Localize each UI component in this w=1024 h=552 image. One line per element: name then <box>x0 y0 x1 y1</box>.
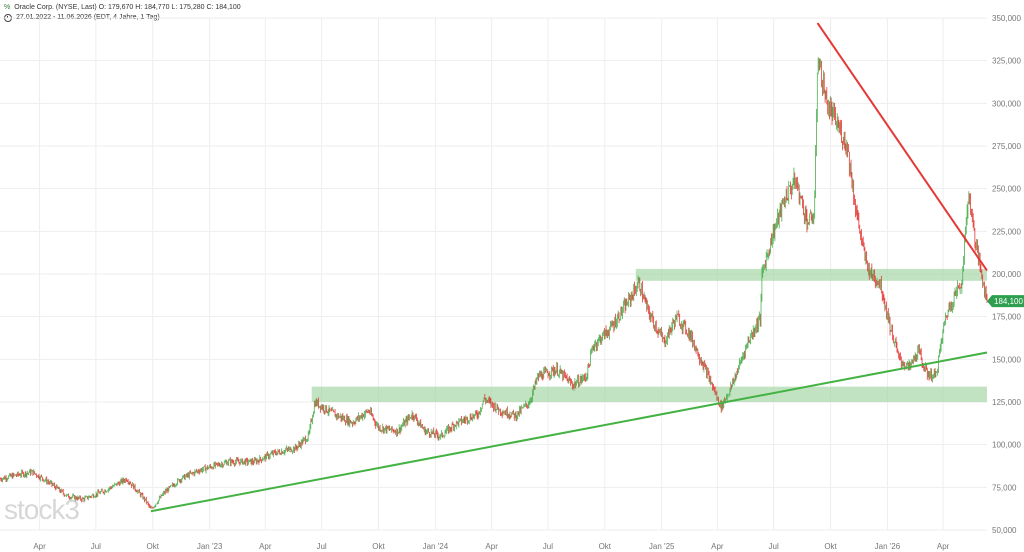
y-axis: 50,000 75,000 100,000 125,000 150,000 175,000… <box>992 14 1021 535</box>
x-tick-label: Okt <box>599 542 612 551</box>
trendlines <box>150 22 988 513</box>
candles <box>0 57 988 509</box>
x-axis: Apr Jul Okt Jan '23 Apr Jul Okt Jan '24 Apr Jul Ok… <box>33 542 949 551</box>
y-tick-label: 50,000 <box>992 526 1017 535</box>
symbol-ohlc-text: Oracle Corp. (NYSE, Last) O: 179,670 H: … <box>14 4 241 11</box>
y-tick-label: 150,000 <box>992 355 1021 364</box>
zones <box>311 268 987 402</box>
downtrend-line <box>816 22 988 272</box>
y-tick-label: 125,000 <box>992 398 1021 407</box>
x-tick-label: Jan '25 <box>649 542 675 551</box>
y-tick-label: 350,000 <box>992 14 1021 23</box>
chart-logo-icon: % <box>4 4 11 11</box>
x-tick-label: Jul <box>543 542 553 551</box>
watermark: stock3 <box>4 494 80 525</box>
x-tick-label: Jan '24 <box>423 542 449 551</box>
x-tick-label: Jan '23 <box>197 542 223 551</box>
support-zone <box>311 386 987 402</box>
x-tick-label: Okt <box>824 542 837 551</box>
x-tick-label: Jul <box>316 542 326 551</box>
y-tick-label: 300,000 <box>992 99 1021 108</box>
x-tick-label: Jul <box>769 542 779 551</box>
y-tick-label: 325,000 <box>992 57 1021 66</box>
x-tick-label: Jan '26 <box>875 542 901 551</box>
resistance-zone <box>635 268 987 281</box>
uptrend-line <box>150 351 988 513</box>
x-tick-label: Apr <box>259 542 272 551</box>
x-tick-label: Okt <box>147 542 160 551</box>
y-tick-label: 75,000 <box>992 483 1017 492</box>
last-price-badge <box>987 295 1024 308</box>
last-price-marker: 184,100 <box>987 295 1024 308</box>
y-tick-label: 100,000 <box>992 441 1021 450</box>
x-tick-label: Apr <box>485 542 498 551</box>
y-tick-label: 275,000 <box>992 142 1021 151</box>
x-tick-label: Apr <box>711 542 724 551</box>
symbol-row: % Oracle Corp. (NYSE, Last) O: 179,670 H… <box>4 3 241 13</box>
y-tick-label: 225,000 <box>992 227 1021 236</box>
x-tick-label: Apr <box>33 542 46 551</box>
y-tick-label: 175,000 <box>992 313 1021 322</box>
x-tick-label: Jul <box>91 542 101 551</box>
y-tick-label: 250,000 <box>992 185 1021 194</box>
y-tick-label: 200,000 <box>992 270 1021 279</box>
x-tick-label: Apr <box>937 542 950 551</box>
x-tick-label: Okt <box>372 542 385 551</box>
last-price-label: 184,100 <box>994 297 1023 306</box>
